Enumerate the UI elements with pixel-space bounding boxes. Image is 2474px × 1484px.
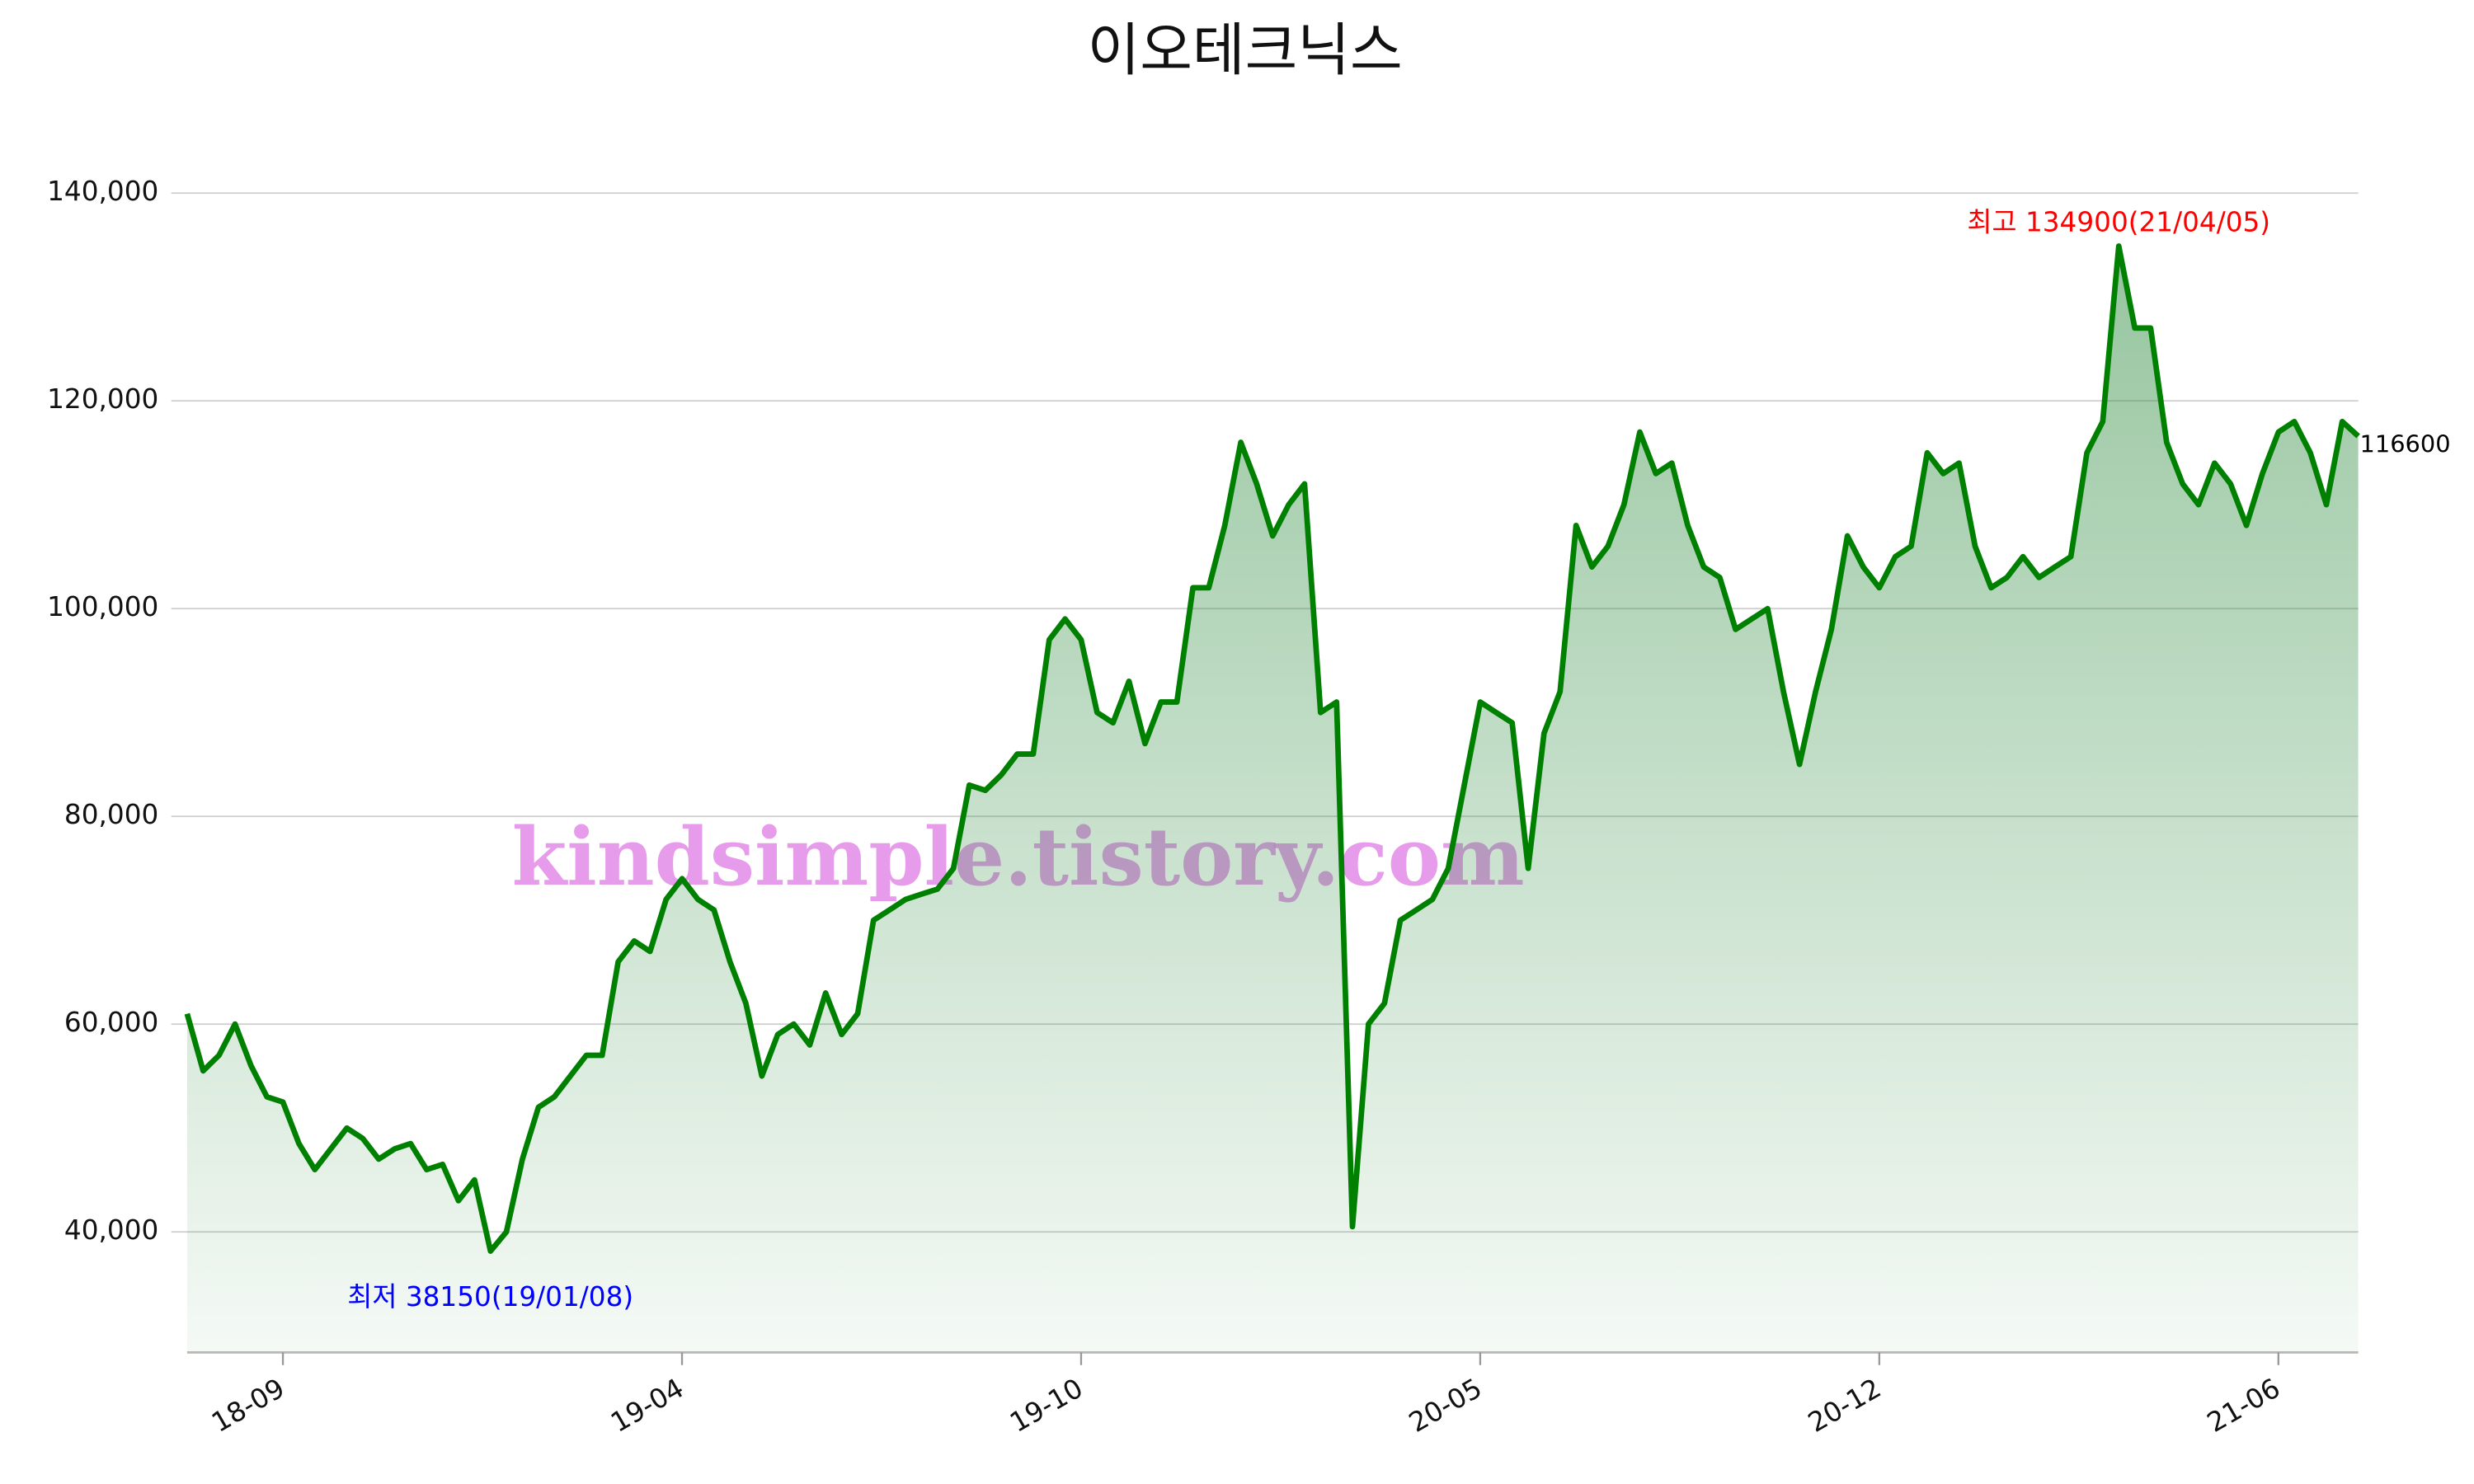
x-tick-label: 19-04 (605, 1373, 689, 1439)
x-tick-label: 18-09 (206, 1373, 289, 1439)
area (186, 246, 2359, 1353)
y-tick-label: 60,000 (64, 1007, 158, 1038)
x-tick-label: 19-10 (1004, 1373, 1088, 1439)
y-tick-label: 140,000 (47, 176, 158, 207)
y-tick-label: 100,000 (47, 591, 158, 622)
x-tick-label: 20-05 (1404, 1373, 1487, 1439)
annotation: 116600 (2360, 430, 2451, 458)
x-tick-label: 20-12 (1803, 1373, 1886, 1439)
y-tick-label: 40,000 (64, 1214, 158, 1246)
line (184, 243, 2360, 1254)
y-tick-label: 80,000 (64, 799, 158, 830)
annotation: 최저 38150(19/01/08) (347, 1281, 633, 1313)
chart-title: 이오테크닉스 (1088, 17, 1403, 83)
y-tick-label: 120,000 (47, 383, 158, 415)
annotation: 최고 134900(21/04/05) (1967, 206, 2270, 237)
x-tick-label: 21-06 (2202, 1373, 2285, 1439)
